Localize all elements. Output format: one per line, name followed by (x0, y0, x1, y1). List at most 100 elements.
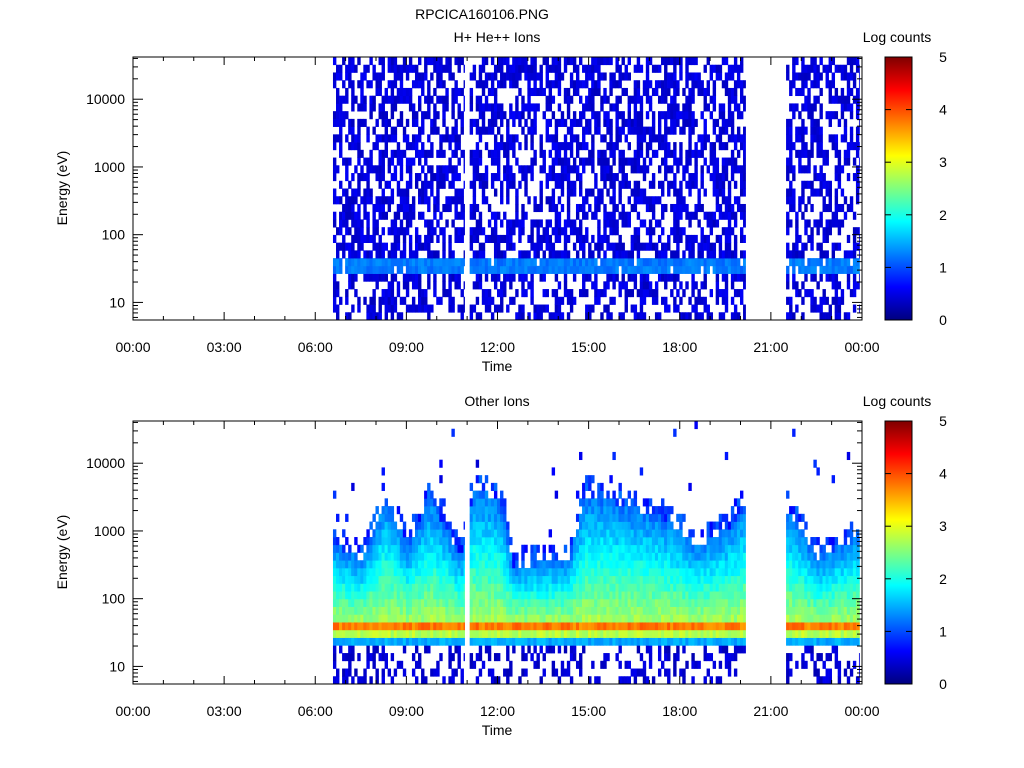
spectrogram-cell (381, 606, 385, 615)
spectrogram-cell (399, 157, 404, 166)
spectrogram-cell (548, 622, 553, 631)
spectrogram-cell (819, 250, 823, 259)
spectrogram-cell (743, 234, 746, 243)
spectrogram-cell (661, 242, 665, 251)
spectrogram-cell (630, 250, 635, 259)
spectrogram-cell (585, 265, 589, 274)
spectrogram-cell (739, 95, 744, 104)
spectrogram-cell (457, 544, 461, 553)
spectrogram-cell (551, 64, 556, 73)
spectrogram-cell (481, 180, 486, 189)
spectrogram-cell (661, 250, 665, 259)
spectrogram-cell (402, 575, 407, 584)
spectrogram-cell (551, 575, 556, 584)
spectrogram-cell (393, 234, 398, 243)
spectrogram-cell (688, 142, 692, 151)
spectrogram-cell (789, 219, 793, 228)
spectrogram-cell (715, 265, 720, 274)
spectrogram-cell (718, 203, 723, 213)
spectrogram-cell (807, 165, 811, 174)
spectrogram-cell (651, 134, 656, 143)
spectrogram-cell (478, 606, 483, 615)
spectrogram-cell (786, 196, 790, 205)
spectrogram-cell (804, 180, 808, 189)
spectrogram-cell (475, 591, 480, 600)
spectrogram-cell (721, 250, 726, 259)
spectrogram-cell (591, 211, 595, 220)
spectrogram-cell (451, 296, 455, 305)
spectrogram-cell (460, 676, 464, 685)
spectrogram-cell (810, 118, 814, 127)
spectrogram-cell (524, 173, 528, 182)
spectrogram-cell (433, 560, 437, 569)
spectrogram-cell (606, 265, 610, 274)
spectrogram-cell (375, 273, 379, 282)
spectrogram-cell (554, 560, 559, 569)
spectrogram-cell (703, 281, 707, 290)
spectrogram-cell (612, 296, 616, 305)
spectrogram-cell (636, 188, 641, 197)
spectrogram-cell (673, 126, 677, 135)
spectrogram-cell (342, 95, 346, 104)
spectrogram-cell (433, 281, 437, 290)
spectrogram-cell (351, 126, 355, 135)
spectrogram-cell (597, 575, 601, 584)
spectrogram-cell (804, 289, 808, 298)
spectrogram-cell (448, 258, 452, 267)
spectrogram-cell (667, 111, 671, 120)
spectrogram-cell (496, 173, 501, 182)
spectrogram-cell (621, 203, 625, 213)
spectrogram-cell (618, 583, 622, 592)
spectrogram-cell (664, 242, 668, 251)
spectrogram-cell (603, 219, 607, 228)
spectrogram-cell (490, 211, 495, 220)
spectrogram-cell (372, 103, 376, 112)
spectrogram-cell (843, 265, 848, 274)
spectrogram-cell (569, 622, 574, 631)
spectrogram-cell (551, 660, 556, 669)
spectrogram-cell (603, 637, 607, 646)
spectrogram-cell (804, 142, 808, 151)
spectrogram-cell (399, 560, 404, 569)
spectrogram-cell (673, 157, 677, 166)
spectrogram-cell (402, 629, 407, 638)
spectrogram-cell (500, 591, 504, 600)
spectrogram-cell (834, 304, 839, 313)
spectrogram-cell (493, 95, 498, 104)
spectrogram-cell (533, 265, 537, 274)
spectrogram-cell (448, 273, 452, 282)
spectrogram-cell (688, 258, 692, 267)
spectrogram-cell (475, 529, 480, 538)
spectrogram-cell (469, 95, 474, 104)
spectrogram-cell (667, 180, 671, 189)
spectrogram-cell (715, 188, 720, 197)
spectrogram-cell (606, 506, 610, 515)
spectrogram-cell (345, 157, 349, 166)
spectrogram-cell (551, 188, 556, 197)
spectrogram-cell (384, 506, 388, 515)
spectrogram-cell (490, 57, 495, 66)
spectrogram-cell (427, 227, 431, 236)
spectrogram-cell (348, 265, 352, 274)
spectrogram-cell (539, 567, 543, 577)
spectrogram-cell (834, 173, 839, 182)
spectrogram-cell (478, 490, 483, 499)
spectrogram-cell (387, 227, 392, 236)
spectrogram-cell (679, 111, 683, 120)
spectrogram-cell (670, 80, 674, 89)
spectrogram-cell (418, 273, 422, 282)
spectrogram-cell (676, 265, 680, 274)
spectrogram-cell (575, 149, 580, 158)
spectrogram-cell (481, 265, 486, 274)
spectrogram-cell (442, 281, 446, 290)
spectrogram-cell (739, 234, 744, 243)
spectrogram-cell (600, 95, 604, 104)
spectrogram-cell (360, 265, 364, 274)
spectrogram-cell (582, 242, 586, 251)
spectrogram-cell (348, 645, 352, 654)
spectrogram-cell (421, 188, 425, 197)
spectrogram-cell (673, 111, 677, 120)
spectrogram-cell (478, 537, 483, 546)
spectrogram-cell (484, 629, 489, 638)
spectrogram-cell (493, 614, 498, 623)
